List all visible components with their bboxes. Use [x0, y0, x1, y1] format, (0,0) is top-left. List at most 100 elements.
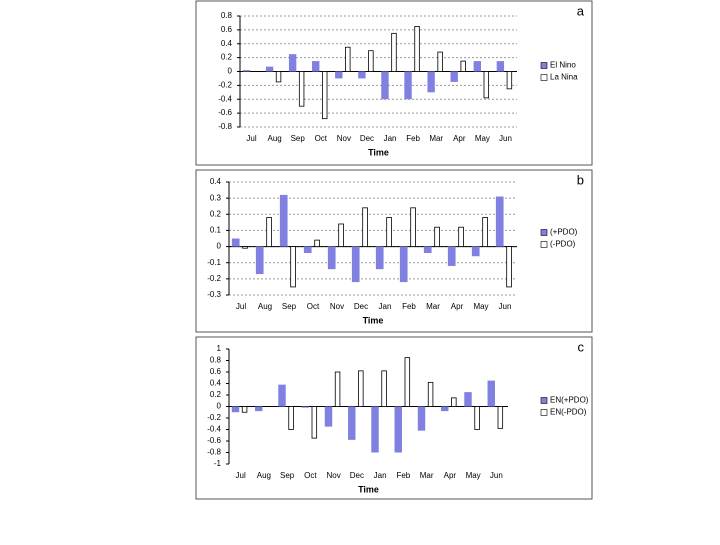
- x-tick-label: Jan: [374, 471, 387, 480]
- y-tick-label: -0.8: [218, 122, 232, 131]
- x-tick-label: Jan: [384, 134, 397, 143]
- x-tick-label: Jul: [236, 302, 246, 311]
- x-tick-label: Nov: [330, 302, 344, 311]
- bar: [348, 406, 356, 440]
- x-tick-label: Oct: [304, 471, 317, 480]
- x-tick-label: Feb: [406, 134, 420, 143]
- bar: [496, 61, 505, 72]
- bar: [358, 370, 364, 407]
- y-tick-label: -0.6: [207, 436, 221, 445]
- bar: [386, 217, 392, 247]
- x-tick-label: Dec: [354, 302, 368, 311]
- bar: [495, 196, 504, 247]
- y-tick-label: -0.2: [207, 413, 221, 422]
- x-tick-label: May: [473, 302, 488, 311]
- x-tick-label: Nov: [337, 134, 351, 143]
- x-tick-label: Apr: [453, 134, 466, 143]
- x-tick-label: Sep: [280, 471, 295, 480]
- y-tick-label: -0.2: [218, 80, 232, 89]
- x-tick-label: Oct: [315, 134, 328, 143]
- bar: [464, 392, 472, 407]
- y-tick-label: 0.3: [210, 193, 222, 202]
- bar: [311, 406, 318, 439]
- bar: [471, 246, 480, 257]
- bar: [473, 61, 481, 72]
- bar: [242, 70, 251, 72]
- bar: [324, 406, 333, 427]
- bar: [410, 207, 416, 247]
- bar: [241, 406, 248, 413]
- bar: [301, 406, 309, 408]
- bar: [381, 71, 389, 100]
- y-tick-label: -0.4: [218, 94, 232, 103]
- legend-swatch: [540, 409, 548, 416]
- y-tick-label: 0: [228, 67, 233, 76]
- x-tick-label: Dec: [350, 471, 364, 480]
- y-tick-label: 0.2: [221, 53, 233, 62]
- bar: [279, 194, 288, 247]
- bar: [345, 46, 351, 72]
- bar: [404, 71, 412, 100]
- bar: [474, 406, 480, 430]
- bar: [298, 71, 305, 107]
- bar: [335, 71, 343, 79]
- bar: [288, 406, 294, 430]
- bar: [437, 51, 443, 72]
- panel-letter: a: [577, 3, 585, 18]
- x-tick-label: Dec: [360, 134, 374, 143]
- bar: [458, 226, 464, 247]
- bar: [417, 406, 426, 431]
- y-tick-label: 0: [217, 242, 222, 251]
- y-tick-label: -1: [214, 459, 222, 468]
- x-tick-label: Mar: [420, 471, 434, 480]
- bar: [441, 406, 449, 412]
- bar: [394, 406, 402, 453]
- x-tick-label: Mar: [426, 302, 440, 311]
- y-tick-label: 0.2: [210, 209, 222, 218]
- legend-label: EN(+PDO): [550, 396, 589, 405]
- bar: [265, 66, 274, 72]
- y-tick-label: 1: [217, 344, 222, 353]
- bar: [451, 397, 457, 407]
- x-tick-label: Mar: [429, 134, 443, 143]
- bar: [231, 238, 240, 247]
- bar: [427, 381, 434, 407]
- panel-letter: c: [578, 339, 585, 354]
- bar: [322, 71, 328, 120]
- bar: [375, 246, 384, 270]
- legend-label: La Nina: [550, 73, 578, 82]
- y-tick-label: -0.8: [207, 448, 221, 457]
- bar: [290, 246, 296, 288]
- y-tick-label: -0.4: [207, 425, 221, 434]
- bar: [362, 207, 368, 247]
- y-tick-label: -0.6: [218, 108, 232, 117]
- bar: [231, 406, 240, 413]
- x-tick-label: Jul: [236, 471, 246, 480]
- bar: [368, 50, 374, 72]
- x-tick-label: Jul: [246, 134, 256, 143]
- y-tick-label: 0.1: [210, 226, 222, 235]
- bar: [358, 71, 366, 79]
- bar: [404, 357, 411, 407]
- x-tick-label: Apr: [451, 302, 464, 311]
- y-tick-label: 0.6: [210, 367, 222, 376]
- x-tick-label: Jun: [499, 302, 512, 311]
- bar: [303, 246, 312, 254]
- x-tick-label: Jun: [499, 134, 512, 143]
- x-tick-label: Jun: [490, 471, 503, 480]
- bar: [381, 370, 387, 407]
- bar: [334, 371, 341, 407]
- legend-label: EN(-PDO): [550, 408, 587, 417]
- x-tick-label: Aug: [268, 134, 282, 143]
- legend-label: (+PDO): [550, 228, 578, 237]
- y-tick-label: 0.6: [221, 25, 233, 34]
- bar: [278, 384, 286, 407]
- panel-frame: [195, 0, 593, 166]
- bar: [434, 226, 440, 247]
- bar: [288, 54, 297, 72]
- x-axis-title: Time: [363, 315, 384, 325]
- bar: [399, 246, 408, 283]
- x-axis-title: Time: [358, 484, 379, 494]
- bar: [506, 246, 512, 288]
